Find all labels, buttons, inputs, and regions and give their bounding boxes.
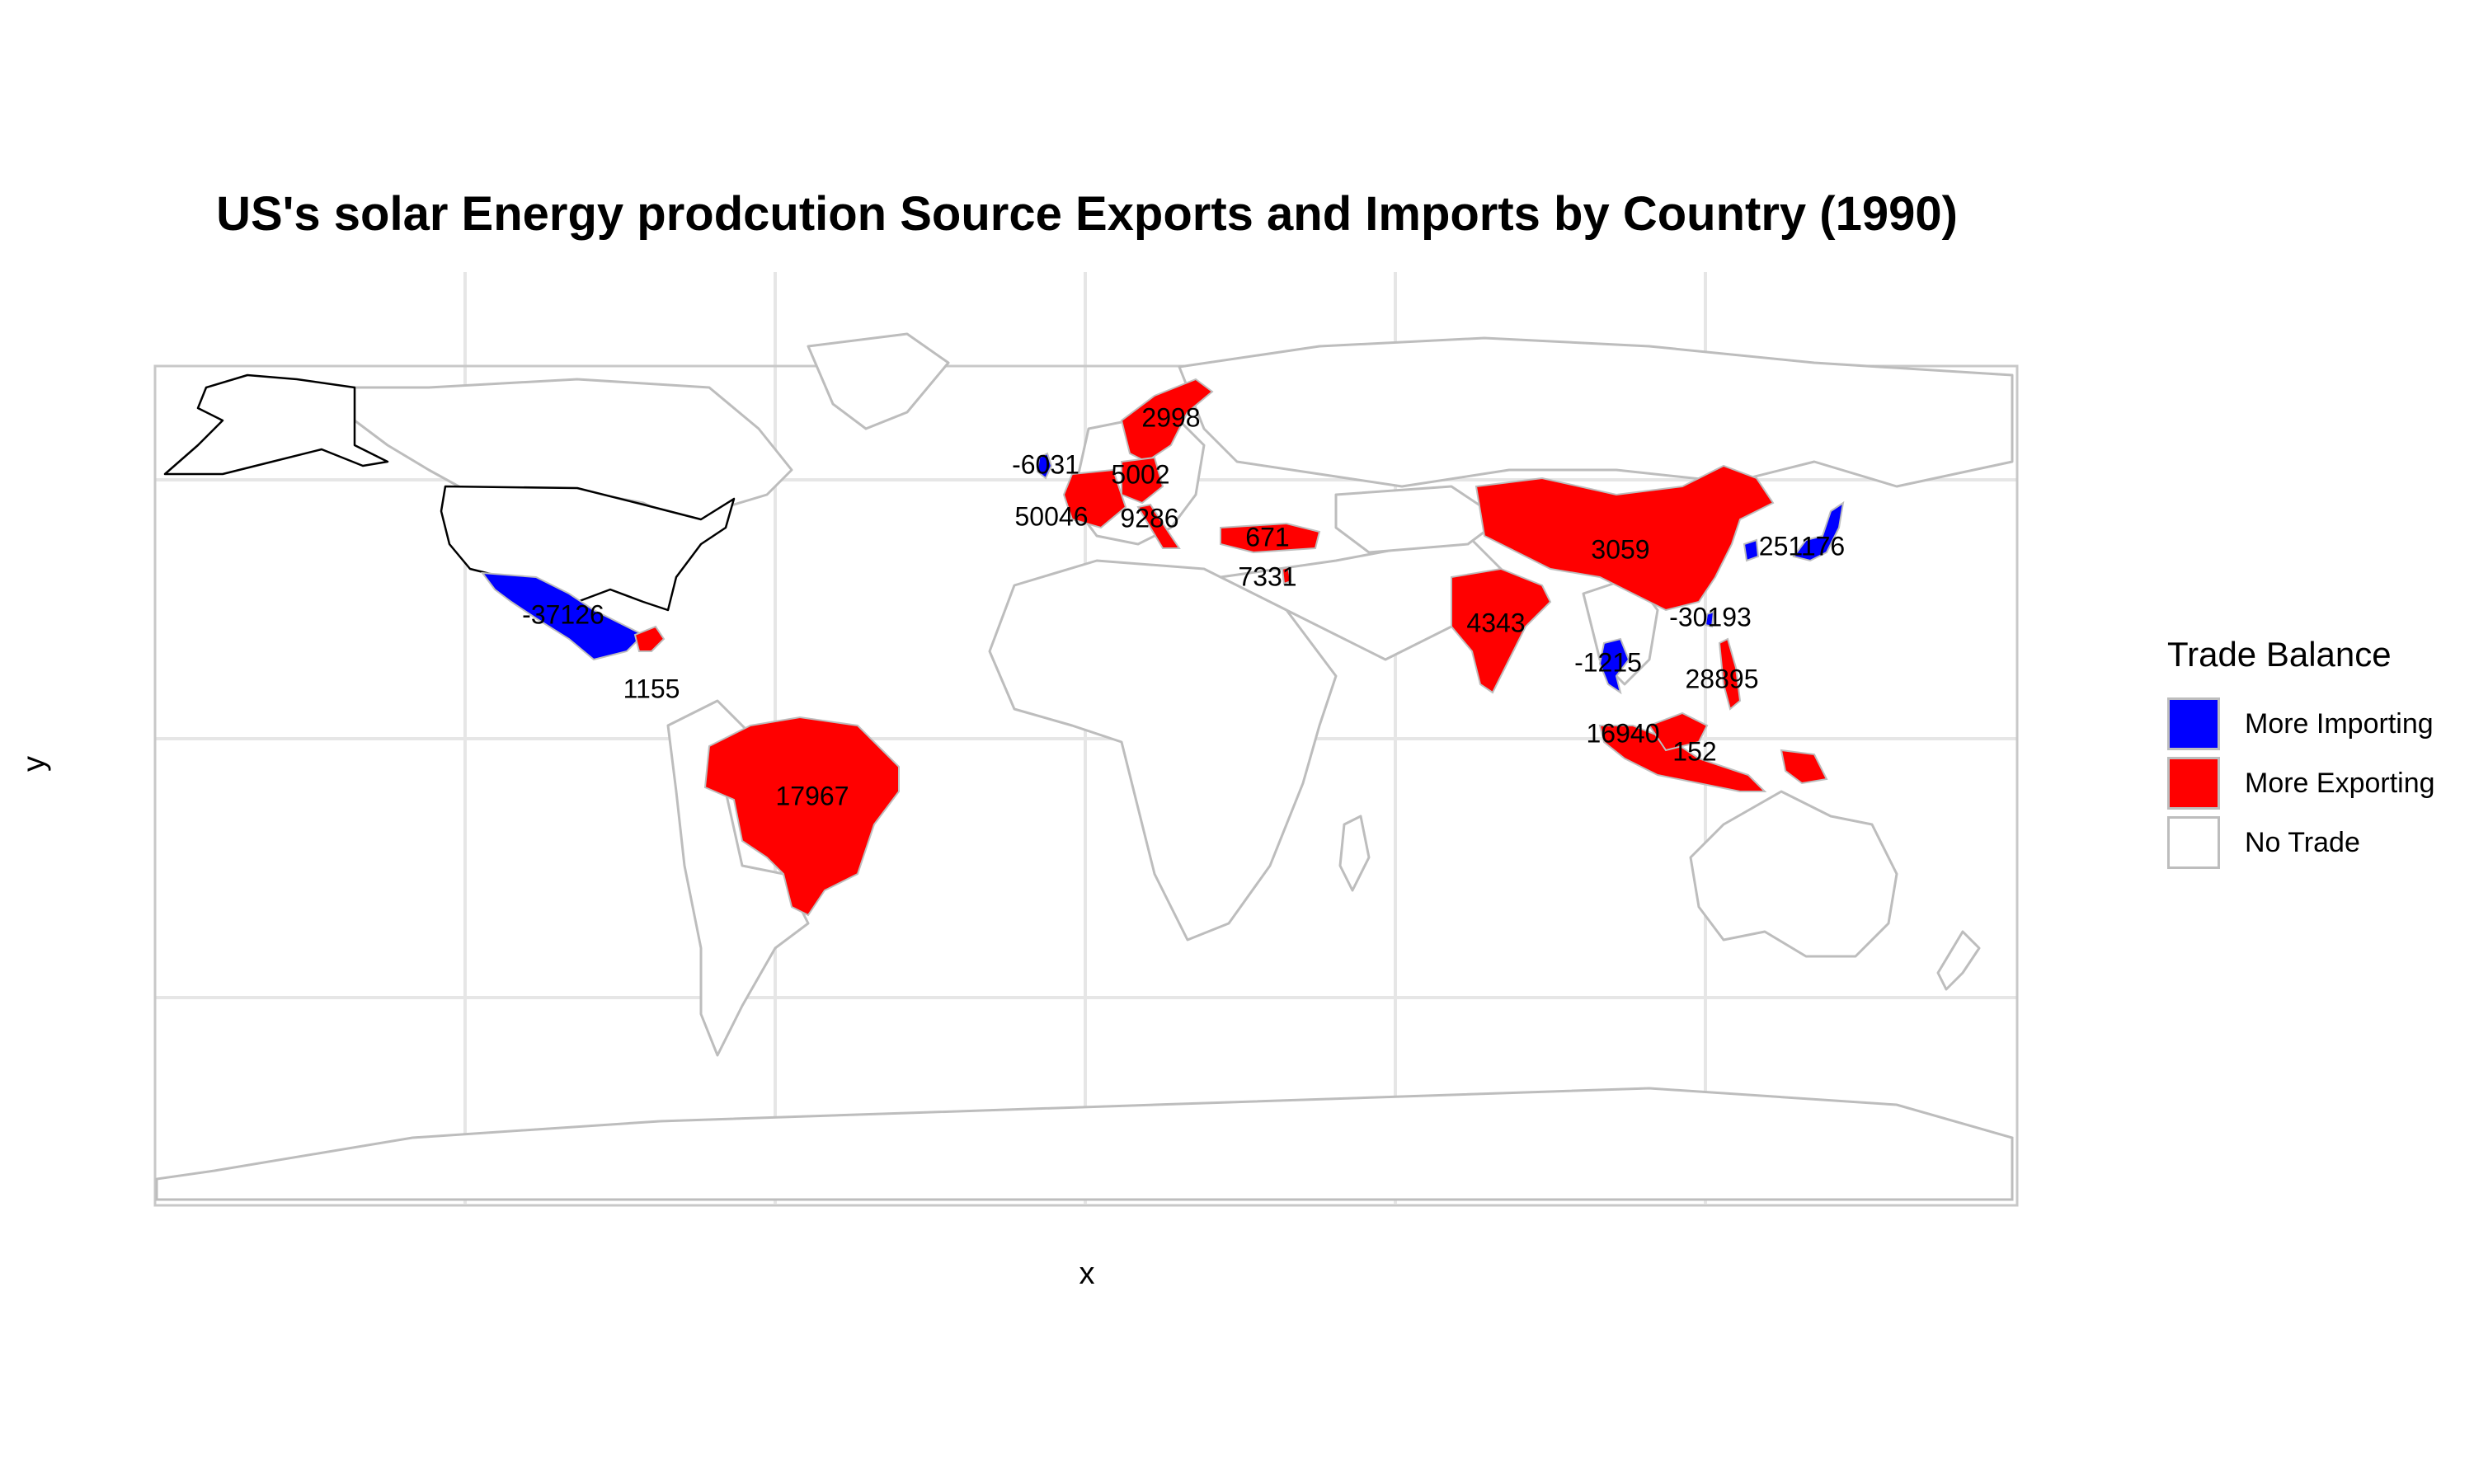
mexico-shape (480, 571, 645, 661)
taiwan-shape (1704, 610, 1715, 628)
value-label-china: 3059 (1591, 534, 1649, 564)
new-zealand-shape (1936, 930, 1981, 991)
legend-swatch-exporting (2167, 757, 2220, 810)
value-label-brazil: 17967 (776, 781, 849, 810)
value-label-mexico: -37126 (522, 599, 604, 629)
land-no-trade (353, 332, 2014, 1057)
legend-label-importing: More Importing (2245, 707, 2434, 740)
value-label-italy: 9286 (1120, 503, 1178, 533)
importing-countries (480, 452, 1845, 695)
israel-shape (1281, 566, 1292, 585)
kazakhstan-shape (1334, 485, 1503, 554)
value-label-israel: 7331 (1238, 561, 1296, 591)
borneo-shape (1648, 711, 1709, 752)
madagascar-shape (1338, 815, 1371, 892)
value-label-philippines: 28895 (1686, 664, 1759, 693)
india-shape (1451, 567, 1552, 694)
value-label-central-america: 1155 (623, 674, 680, 703)
france-shape (1062, 468, 1127, 529)
map-frame (153, 364, 2019, 1207)
value-labels: -37126 1155 17967 -6031 2998 5002 50046 9286 671… (522, 402, 1845, 810)
central-america-shape (633, 625, 666, 652)
legend-label-exporting: More Exporting (2245, 767, 2435, 799)
value-label-turkey: 671 (1245, 522, 1289, 552)
china-shape (1475, 464, 1775, 612)
value-label-japan-south-korea: 251176 (1759, 531, 1845, 561)
value-label-norway-sweden: 2998 (1141, 402, 1200, 432)
turkey-shape (1220, 522, 1321, 554)
value-label-germany: 5002 (1111, 459, 1169, 489)
legend-title: Trade Balance (2167, 635, 2392, 674)
y-axis-label: y (16, 756, 52, 772)
x-axis-label: x (1079, 1256, 1095, 1291)
chart-title: US's solar Energy prodcution Source Expo… (216, 187, 1958, 241)
uk-shape (1036, 452, 1053, 480)
russia-shape (1178, 336, 2014, 488)
legend-item-no-trade: No Trade (2167, 813, 2435, 872)
value-label-indonesia: 152 (1672, 736, 1716, 766)
japan-korea-shape (1792, 500, 1845, 562)
value-label-france: 50046 (1015, 501, 1089, 531)
legend-swatch-no-trade (2167, 816, 2220, 869)
scandinavia-shape (1120, 378, 1214, 463)
value-label-united-kingdom: -6031 (1012, 449, 1079, 479)
antarctica-shape (155, 1087, 2014, 1201)
thailand-shape (1598, 637, 1630, 695)
alaska-shape (163, 373, 389, 476)
value-label-india: 4343 (1466, 608, 1525, 637)
africa-shape (988, 559, 1338, 942)
legend-label-no-trade: No Trade (2245, 826, 2360, 858)
legend-item-importing: More Importing (2167, 694, 2435, 754)
new-guinea-shape (1780, 749, 1828, 785)
exporting-countries (633, 378, 1828, 917)
australia-shape (1689, 790, 1898, 958)
philippines-shape (1718, 637, 1742, 711)
italy-shape (1136, 503, 1181, 549)
korea-shape (1743, 538, 1760, 562)
value-label-malaysia: 16940 (1587, 718, 1660, 748)
legend: Trade Balance More Importing More Export… (2167, 635, 2435, 872)
legend-item-exporting: More Exporting (2167, 754, 2435, 813)
value-label-taiwan: -30193 (1669, 602, 1752, 632)
brazil-shape (703, 716, 900, 917)
legend-swatch-importing (2167, 697, 2220, 750)
value-label-thailand: -1215 (1574, 647, 1642, 677)
germany-shape (1121, 456, 1164, 505)
greenland-shape (807, 332, 950, 430)
